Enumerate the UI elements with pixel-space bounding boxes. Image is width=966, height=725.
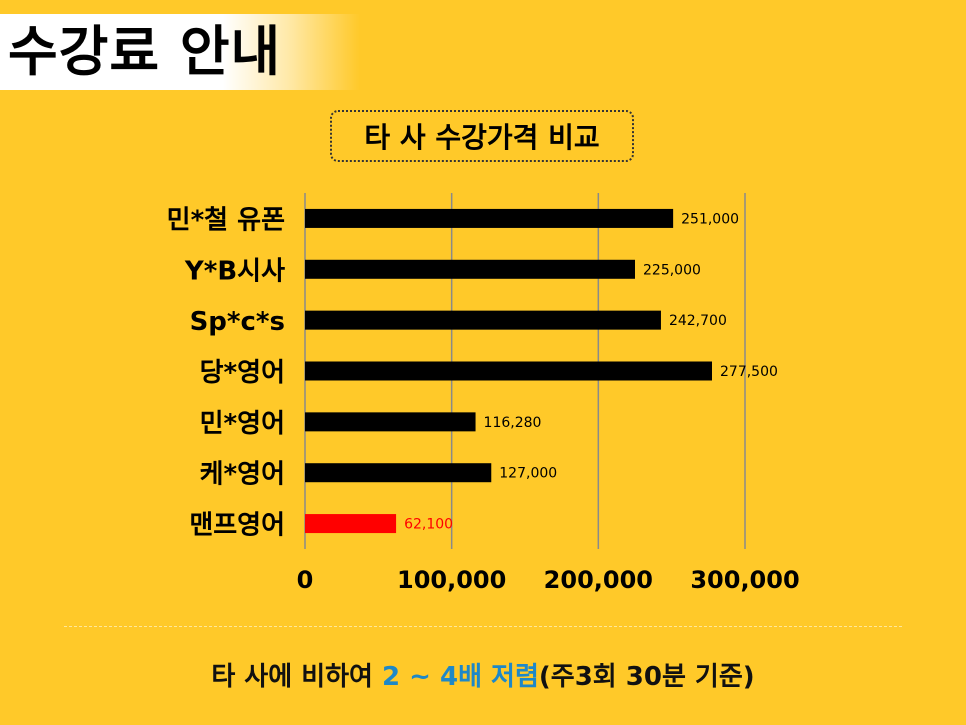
bar — [305, 463, 492, 483]
category-label: 민*영어 — [200, 409, 285, 439]
page-title: 수강료 안내 — [8, 20, 282, 83]
category-label: 맨프영어 — [189, 511, 285, 541]
bar — [305, 361, 712, 381]
data-label: 242,700 — [669, 313, 727, 329]
x-tick-label: 200,000 — [544, 566, 653, 594]
data-label: 116,280 — [484, 415, 542, 431]
footer-prefix: 타 사에 비하여 — [211, 662, 383, 692]
category-label: 케*영어 — [200, 460, 285, 490]
data-label: 251,000 — [681, 211, 739, 227]
footer-text: 타 사에 비하여 2 ~ 4배 저렴(주3회 30분 기준) — [0, 656, 966, 693]
footer-highlight: 2 ~ 4배 저렴 — [382, 662, 539, 692]
divider — [64, 626, 902, 627]
chart-title: 타 사 수강가격 비교 — [364, 121, 600, 154]
category-label: 당*영어 — [200, 358, 285, 388]
chart-title-box: 타 사 수강가격 비교 — [330, 110, 634, 162]
data-label: 127,000 — [499, 466, 557, 482]
data-label: 225,000 — [643, 262, 701, 278]
category-label: Sp*c*s — [190, 307, 285, 337]
bar — [305, 208, 674, 228]
title-banner — [0, 14, 360, 90]
bar — [305, 514, 397, 534]
category-label: Y*B시사 — [184, 256, 285, 286]
x-tick-label: 100,000 — [397, 566, 506, 594]
category-label: 민*철 유폰 — [167, 205, 285, 235]
bar — [305, 412, 476, 432]
x-tick-label: 0 — [297, 566, 314, 594]
data-label: 277,500 — [720, 364, 778, 380]
bar — [305, 259, 635, 279]
footer-suffix: (주3회 30분 기준) — [538, 662, 755, 692]
bar — [305, 310, 661, 330]
x-tick-label: 300,000 — [690, 566, 799, 594]
data-label: 62,100 — [404, 517, 453, 533]
